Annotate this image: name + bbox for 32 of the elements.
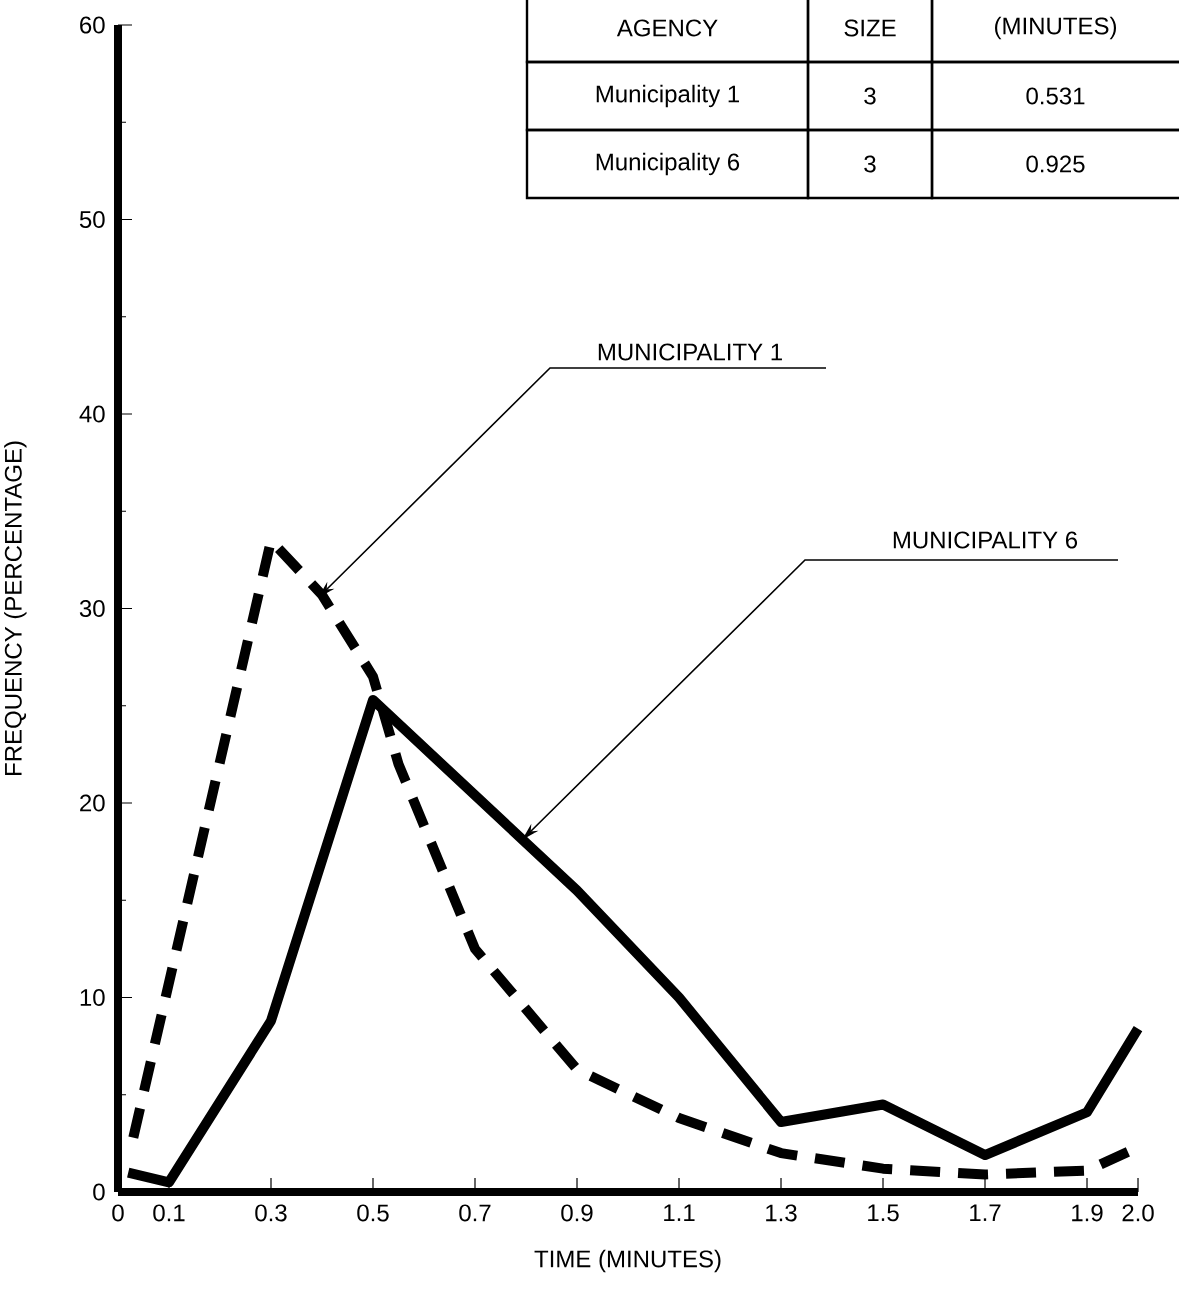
x-tick-label: 0.9	[561, 1204, 593, 1222]
annotation: Municipality 6	[596, 152, 740, 176]
x-tick-label: 0.3	[255, 1204, 287, 1222]
x-axis-title: TIME (MINUTES)	[534, 1249, 721, 1273]
annotation: 3	[864, 155, 876, 173]
x-tick-label: 1.7	[970, 1204, 1001, 1221]
annotation: SIZE	[844, 19, 896, 37]
y-tick-label: 20	[80, 794, 105, 812]
annotation: 0.531	[1026, 87, 1085, 105]
annotation: Municipality 1	[596, 84, 739, 108]
y-tick-label: 10	[80, 989, 105, 1007]
x-tick-label: 0.5	[357, 1204, 389, 1222]
annotation: AGENCY	[616, 19, 718, 37]
annotation: (MINUTES)	[995, 16, 1117, 40]
x-tick-label: 1.9	[1072, 1204, 1103, 1222]
y-tick-label: 40	[79, 405, 105, 423]
x-tick-label: 1.3	[766, 1204, 797, 1222]
y-axis-title: FREQUENCY (PERCENTAGE)	[4, 441, 27, 775]
x-tick-label: 0.7	[459, 1204, 491, 1222]
y-tick-label: 50	[79, 211, 105, 229]
x-tick-label: 1.5	[868, 1204, 899, 1222]
annotation: 3	[864, 87, 876, 105]
x-tick-label: 0	[112, 1204, 124, 1222]
x-tick-label: 0.1	[153, 1204, 185, 1222]
x-tick-label: 1.1	[664, 1204, 695, 1221]
y-tick-label: 60	[80, 16, 105, 34]
text: MUNICIPALITY 1	[598, 343, 782, 361]
x-tick-label: 2.0	[1122, 1204, 1154, 1222]
annotation: 0.925	[1026, 155, 1085, 173]
y-tick-label: 0	[93, 1183, 105, 1201]
text: MUNICIPALITY 6	[893, 531, 1078, 549]
y-tick-label: 30	[79, 600, 105, 618]
